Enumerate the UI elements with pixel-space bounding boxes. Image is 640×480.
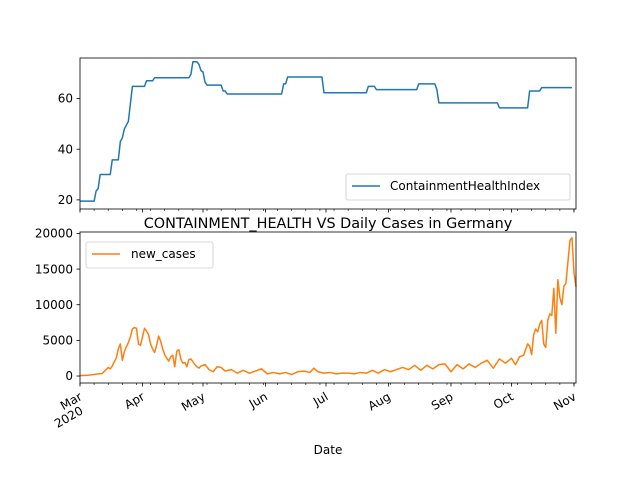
top-y-tick-label: 40 xyxy=(58,142,73,156)
top-x-ticks xyxy=(79,209,575,213)
bottom-legend-box xyxy=(85,241,214,269)
top-y-tick-label: 20 xyxy=(58,193,73,207)
top-legend-box xyxy=(345,173,571,201)
top-legend-label: ContainmentHealthIndex xyxy=(390,179,540,193)
bottom-axes-frame xyxy=(79,231,577,384)
bottom-y-tick-label: 15000 xyxy=(35,262,73,276)
top-series-line-0 xyxy=(80,61,572,202)
bottom-y-tick-label: 5000 xyxy=(42,334,73,348)
bottom-y-ticks: 0 5000 10000 15000 20000 xyxy=(35,227,80,383)
top-legend: ContainmentHealthIndex xyxy=(345,173,571,201)
top-y-tick-label: 60 xyxy=(58,92,73,106)
bottom-series-group xyxy=(79,236,577,377)
top-series-group xyxy=(80,61,572,202)
bottom-legend: new_cases xyxy=(85,241,214,269)
bottom-y-tick-label: 10000 xyxy=(35,298,73,312)
bottom-series-line-0 xyxy=(79,236,577,377)
x-axis-label: Date xyxy=(314,443,343,457)
bottom-legend-label: new_cases xyxy=(131,247,196,261)
top-chart: 20 40 60 ContainmentHealthIndex xyxy=(58,57,577,213)
bottom-y-tick-label: 0 xyxy=(65,369,73,383)
chart-title: CONTAINMENT_HEALTH VS Daily Cases in Ger… xyxy=(144,216,513,232)
x-tick-label: Jul xyxy=(310,389,330,409)
top-axes-frame xyxy=(79,57,577,210)
top-y-ticks: 20 40 60 xyxy=(58,92,80,207)
bottom-y-tick-label: 20000 xyxy=(35,227,73,241)
